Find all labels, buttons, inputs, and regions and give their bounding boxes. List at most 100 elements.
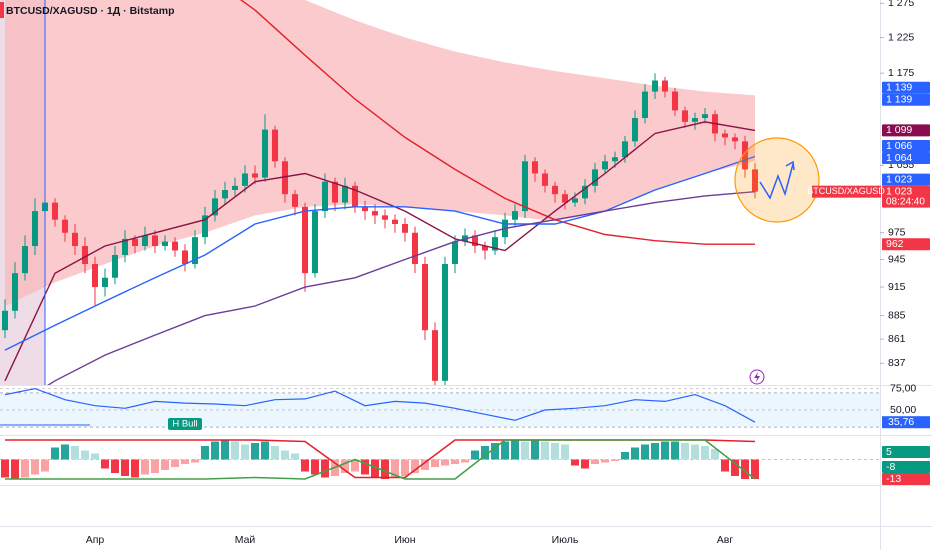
histogram-bar <box>111 459 119 473</box>
histogram-bar <box>721 459 729 472</box>
oscillator-pane <box>0 439 880 480</box>
histogram-bar <box>351 459 359 472</box>
candle-body <box>172 241 178 251</box>
histogram-bar <box>661 441 669 460</box>
moving-average <box>239 0 755 245</box>
candle-body <box>152 235 158 247</box>
y-tick-label: 1 175 <box>888 67 914 79</box>
candle-body <box>342 185 348 203</box>
histogram-bar <box>571 459 579 466</box>
candle-body <box>302 206 308 274</box>
candle-body <box>332 181 338 203</box>
countdown: 08:24:40 <box>886 196 925 207</box>
price-label: 1 064 <box>886 152 912 164</box>
annotation: H Bull <box>172 419 197 430</box>
candle-body <box>742 141 748 170</box>
price-label-box <box>882 81 930 94</box>
y-tick-label: 1 275 <box>888 0 914 9</box>
moving-average <box>4 155 756 351</box>
candle-body <box>492 237 498 251</box>
price-label-box <box>882 473 930 485</box>
x-tick-label: Июль <box>552 534 579 546</box>
candle-body <box>312 211 318 274</box>
candle-body <box>72 232 78 247</box>
forecast-arrowhead <box>785 160 795 171</box>
price-label-box <box>882 238 930 251</box>
candle-body <box>622 141 628 158</box>
histogram-bar <box>371 459 379 478</box>
histogram-bar <box>391 459 399 478</box>
candle-body <box>362 206 368 212</box>
candle-body <box>352 185 358 207</box>
candle-body <box>132 238 138 247</box>
histogram-bar <box>301 459 309 472</box>
candle-body <box>262 129 268 178</box>
histogram-bar <box>181 459 189 464</box>
price-pane <box>2 0 758 385</box>
y-tick-label: 945 <box>888 253 906 265</box>
candle-body <box>232 185 238 190</box>
price-label-box <box>882 93 930 106</box>
histogram-bar <box>1 459 9 478</box>
candle-body <box>122 238 128 255</box>
histogram-bar <box>681 443 689 460</box>
y-tick-label: 50,00 <box>890 404 916 416</box>
y-tick-label: 837 <box>888 357 906 369</box>
candle-body <box>662 80 668 92</box>
histogram-bar <box>11 459 19 479</box>
candle-body <box>642 91 648 119</box>
histogram-bar <box>131 459 139 478</box>
x-tick-label: Авг <box>717 534 734 546</box>
candle-body <box>632 118 638 142</box>
candle-body <box>112 254 118 278</box>
histogram-bar <box>101 459 109 469</box>
histogram-bar <box>91 453 99 460</box>
histogram-bar <box>541 441 549 460</box>
candle-body <box>682 110 688 122</box>
histogram-bar <box>491 443 499 460</box>
candle-body <box>102 277 108 288</box>
candle-body <box>522 161 528 212</box>
candle-body <box>562 194 568 203</box>
histogram-bar <box>61 444 69 460</box>
rsi-line <box>4 387 756 423</box>
candle-body <box>52 202 58 220</box>
histogram-bar <box>461 459 469 463</box>
moving-average <box>47 191 756 385</box>
signal-line <box>5 439 756 480</box>
histogram-bar <box>701 446 709 460</box>
price-label: 962 <box>886 238 904 250</box>
histogram-bar <box>671 441 679 460</box>
y-tick-label: 885 <box>888 309 906 321</box>
candle-body <box>382 215 388 220</box>
candle-body <box>322 181 328 212</box>
moving-average <box>4 121 756 382</box>
histogram-bar <box>321 459 329 478</box>
histogram-bar <box>691 444 699 460</box>
symbol-label: BTCUSD/XAGUSD <box>807 186 885 196</box>
histogram-bar <box>531 440 539 460</box>
candle-body <box>32 211 38 247</box>
candle-body <box>92 264 98 288</box>
histogram-bar <box>381 459 389 479</box>
candle-body <box>202 215 208 238</box>
candle-body <box>402 224 408 233</box>
histogram-bar <box>581 459 589 469</box>
x-tick-label: Июн <box>394 534 415 546</box>
candle-body <box>222 189 228 199</box>
histogram-bar <box>171 459 179 467</box>
candle-body <box>542 173 548 186</box>
candle-body <box>652 80 658 92</box>
candle-body <box>412 232 418 265</box>
price-label-box <box>882 461 930 473</box>
histogram-bar <box>271 446 279 460</box>
candle-body <box>82 246 88 265</box>
candle-body <box>292 194 298 207</box>
candle-body <box>22 246 28 274</box>
histogram-bar <box>441 459 449 466</box>
histogram-bar <box>751 459 759 479</box>
histogram-bar <box>521 441 529 460</box>
candle-body <box>472 235 478 247</box>
price-label-box <box>882 446 930 458</box>
